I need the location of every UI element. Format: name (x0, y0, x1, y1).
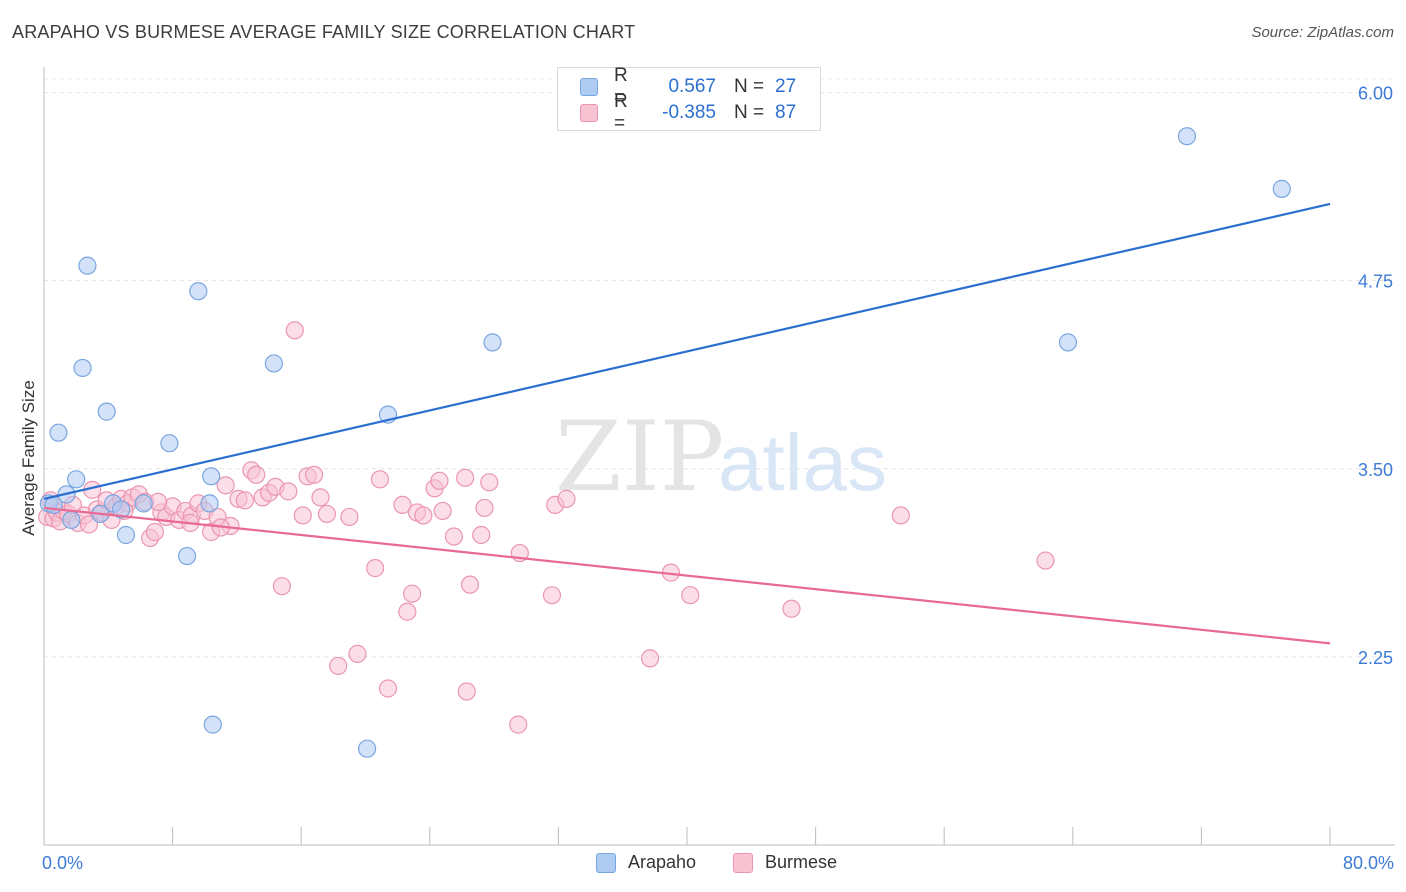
legend-n-label: N = (734, 76, 765, 97)
trend-line-burmese (43, 506, 1331, 645)
y-tick-label: 3.50 (1358, 460, 1393, 480)
data-point-arapaho (62, 510, 81, 530)
data-point-burmese (293, 506, 312, 525)
data-point-arapaho (1177, 127, 1197, 146)
data-point-burmese (782, 599, 801, 618)
gridlines (44, 78, 1395, 658)
data-point-arapaho (202, 467, 221, 486)
data-point-arapaho (97, 402, 116, 421)
data-point-burmese (398, 602, 417, 621)
series-arapaho (39, 127, 1291, 758)
data-point-arapaho (358, 739, 377, 758)
legend-swatch-burmese (580, 104, 598, 122)
legend-swatch-arapaho (580, 78, 598, 96)
data-point-burmese (509, 715, 528, 734)
data-point-burmese (457, 682, 476, 701)
data-point-burmese (430, 471, 449, 490)
legend-r-label: R = (614, 91, 628, 134)
data-point-burmese (414, 506, 433, 525)
watermark-zip: ZIP (555, 401, 724, 513)
bottom-legend-arapaho: Arapaho (596, 852, 696, 873)
data-point-burmese (456, 468, 475, 487)
legend-n-label: N = (734, 102, 765, 123)
data-point-burmese (79, 515, 99, 534)
data-point-arapaho (116, 525, 136, 545)
data-point-burmese (681, 586, 700, 605)
data-point-arapaho (160, 434, 179, 453)
axes (43, 67, 1395, 846)
chart-title: ARAPAHO VS BURMESE AVERAGE FAMILY SIZE C… (12, 22, 636, 42)
data-point-burmese (557, 489, 576, 508)
data-point-burmese (433, 501, 452, 521)
data-point-burmese (370, 470, 390, 489)
data-point-burmese (340, 507, 359, 527)
bottom-legend-label-arapaho: Arapaho (628, 852, 697, 872)
trend-lines (43, 202, 1331, 645)
data-point-burmese (640, 649, 660, 668)
bottom-legend-swatch-burmese (733, 852, 753, 873)
legend: R = 0.567 N = 27 R = -0.385 N = 87 (557, 65, 821, 134)
data-point-burmese (279, 482, 298, 501)
y-tick-label: 4.75 (1358, 272, 1393, 292)
bottom-legend-label-burmese: Burmese (765, 852, 838, 872)
x-tick-label-max: 80.0% (1343, 853, 1394, 873)
data-point-arapaho (189, 282, 208, 301)
data-point-burmese (145, 522, 165, 542)
y-tick-label: 6.00 (1358, 84, 1393, 104)
legend-row-arapaho: R = 0.567 N = 27 (580, 65, 797, 108)
data-point-arapaho (264, 354, 283, 373)
data-point-burmese (366, 559, 385, 578)
y-axis-label: Average Family Size (19, 380, 38, 536)
data-point-burmese (348, 644, 367, 663)
data-point-burmese (317, 504, 337, 524)
data-point-burmese (472, 525, 491, 545)
data-point-burmese (272, 577, 292, 596)
data-point-arapaho (73, 358, 92, 378)
data-point-burmese (216, 476, 235, 495)
watermark-atlas: atlas (718, 418, 887, 507)
data-point-burmese (304, 465, 324, 484)
tick-labels: 2.25 3.50 4.75 6.00 0.0% 80.0% (42, 84, 1394, 873)
legend-r-value: -0.385 (662, 102, 716, 123)
legend-row-burmese: R = -0.385 N = 87 (580, 91, 797, 134)
data-point-burmese (891, 506, 910, 525)
bottom-legend-burmese: Burmese (733, 852, 837, 873)
data-point-burmese (480, 473, 499, 492)
data-point-burmese (235, 491, 255, 510)
data-point-burmese (393, 495, 412, 515)
data-point-arapaho (203, 715, 222, 734)
trend-line-arapaho (43, 202, 1331, 500)
source-label: Source: ZipAtlas.com (1251, 24, 1394, 41)
x-tick-label-min: 0.0% (42, 853, 83, 873)
data-point-arapaho (1058, 333, 1078, 352)
data-point-burmese (378, 679, 398, 698)
data-point-burmese (1036, 551, 1055, 570)
data-point-arapaho (112, 500, 131, 519)
data-point-burmese (475, 498, 494, 518)
bottom-legend-swatch-arapaho (596, 852, 616, 873)
data-point-burmese (542, 586, 562, 605)
data-point-arapaho (134, 494, 153, 513)
legend-n-value: 87 (775, 102, 797, 123)
data-point-arapaho (177, 546, 197, 566)
data-point-arapaho (67, 470, 86, 489)
data-point-burmese (247, 465, 266, 484)
data-point-burmese (460, 575, 480, 594)
y-tick-label: 2.25 (1358, 648, 1393, 668)
data-point-burmese (403, 584, 422, 603)
data-point-arapaho (78, 256, 97, 275)
legend-r-value: 0.567 (668, 76, 716, 97)
watermark: ZIP atlas (555, 401, 887, 513)
data-point-arapaho (49, 423, 68, 442)
data-point-arapaho (1272, 179, 1291, 198)
data-point-burmese (285, 321, 304, 340)
data-point-arapaho (483, 333, 502, 352)
data-point-burmese (311, 488, 330, 507)
legend-r-label: R = (614, 65, 628, 108)
data-point-burmese (444, 527, 464, 546)
data-point-burmese (329, 656, 348, 676)
data-point-arapaho (200, 494, 219, 513)
legend-n-value: 27 (775, 76, 797, 97)
